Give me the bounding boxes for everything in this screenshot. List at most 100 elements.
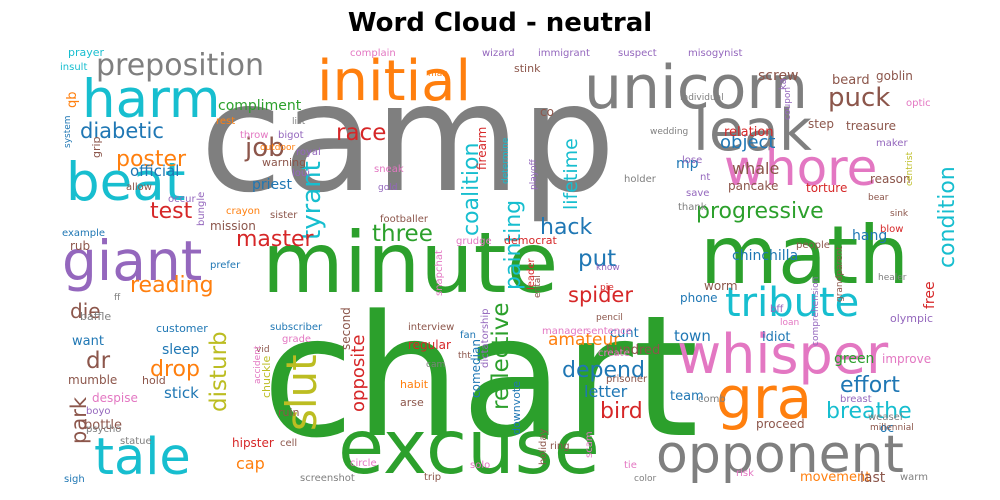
word-master: master xyxy=(236,227,315,252)
word-team: team xyxy=(670,389,704,404)
word-treasure: treasure xyxy=(846,119,896,133)
word-hipster: hipster xyxy=(232,436,274,450)
word-prefer: prefer xyxy=(210,260,241,271)
word-man: man xyxy=(428,69,448,79)
word-dictatorship: dictatorship xyxy=(480,309,491,369)
word-progressive: progressive xyxy=(696,199,824,224)
word-lifetime: lifetime xyxy=(560,138,582,210)
word-movement: movement xyxy=(800,470,870,485)
word-painting: painting xyxy=(501,200,526,290)
word-qb: qb xyxy=(65,91,80,108)
word-subscriber: subscriber xyxy=(270,322,323,333)
word-opposite: opposite xyxy=(348,335,369,412)
word-centrist: centrist xyxy=(905,151,915,186)
word-trip: trip xyxy=(424,472,441,483)
word-thank: thank xyxy=(678,202,707,213)
word-priest: priest xyxy=(252,177,292,193)
word-snapchat: snapchat xyxy=(434,250,445,296)
word-solo: solo xyxy=(470,460,490,471)
word-excuse: excuse xyxy=(338,403,600,491)
word-stink: stink xyxy=(514,62,541,75)
word-manager: manager xyxy=(542,326,588,337)
word-create: create xyxy=(598,348,630,359)
word-firearm: firearm xyxy=(475,127,489,170)
word-official: official xyxy=(130,162,179,180)
word-habit: habit xyxy=(400,378,429,391)
word-rest: rest xyxy=(216,116,235,127)
word-prayer: prayer xyxy=(68,46,105,59)
word-die: die xyxy=(70,299,101,323)
word-cell: cell xyxy=(280,438,297,449)
word-bird: bird xyxy=(600,399,643,424)
word-tie: tie xyxy=(624,460,637,471)
word-gold: gold xyxy=(378,183,397,193)
word-step: step xyxy=(808,117,834,131)
word-boyo: boyo xyxy=(86,406,111,417)
word-beard: beard xyxy=(832,73,870,88)
word-footballer: footballer xyxy=(380,214,429,225)
word-initial: initial xyxy=(317,49,471,114)
word-despise: despise xyxy=(92,391,138,405)
word-mp: mp xyxy=(676,156,699,172)
word-slut: slut xyxy=(277,354,326,431)
word-torture: torture xyxy=(806,181,847,195)
word-condition: condition xyxy=(935,166,960,268)
word-misogynist: misogynist xyxy=(688,48,742,59)
word-grade: grade xyxy=(282,334,311,345)
word-chart: chart xyxy=(262,279,699,475)
word-stick: stick xyxy=(164,384,199,402)
word-harm: harm xyxy=(82,69,221,130)
word-improve: improve xyxy=(882,352,931,366)
word-crayon: crayon xyxy=(226,206,260,217)
word-example: example xyxy=(62,228,105,239)
word-reading: reading xyxy=(130,273,214,298)
word-co: co xyxy=(540,105,554,119)
word-immigrant: immigrant xyxy=(538,48,590,59)
word-list: list xyxy=(292,117,306,127)
word-race: race xyxy=(336,120,386,146)
word-pancake: pancake xyxy=(728,179,778,193)
word-loan: loan xyxy=(780,318,799,328)
word-vid: vid xyxy=(256,345,270,355)
word-sister: sister xyxy=(270,210,298,221)
word-tyrant: tyrant xyxy=(297,161,327,240)
word-downvote: downvote xyxy=(510,381,523,435)
word-beat: beat xyxy=(66,152,186,213)
word-giant: giant xyxy=(62,229,202,293)
word-people: people xyxy=(796,240,830,251)
word-gra: gra xyxy=(716,364,812,432)
word-tribute: tribute xyxy=(725,280,859,326)
word-screw: screw xyxy=(758,68,799,84)
word-leader: leader xyxy=(526,257,537,290)
word-maker: maker xyxy=(876,138,908,149)
word-mumble: mumble xyxy=(68,373,117,387)
word-nt: nt xyxy=(700,172,710,183)
word-disturb: disturb xyxy=(206,331,232,412)
word-math: math xyxy=(700,209,909,302)
word-hack: hack xyxy=(540,215,593,240)
word-three: three xyxy=(372,221,433,247)
word-individual: individual xyxy=(680,93,724,103)
word-insult: insult xyxy=(60,62,87,73)
word-prisoner: prisoner xyxy=(606,374,648,385)
word-spider: spider xyxy=(568,283,633,307)
word-blow: blow xyxy=(880,224,903,235)
word-cam: cam xyxy=(426,360,445,370)
word-sigh: sigh xyxy=(64,474,85,485)
word-test: test xyxy=(150,199,193,224)
word-comprehension: comprehension xyxy=(811,277,821,346)
word-idiot: idiot xyxy=(762,330,791,345)
word-green: green xyxy=(834,351,874,367)
word-last: last xyxy=(860,470,886,486)
word-breathe: breathe xyxy=(826,399,912,424)
word-circle: circle xyxy=(350,458,377,469)
word-throw: throw xyxy=(240,130,268,141)
word-ff: ff xyxy=(114,293,121,303)
word-complain: complain xyxy=(350,48,396,59)
word-ruin: ruin xyxy=(278,406,300,419)
word-comedian: comedian xyxy=(469,339,483,398)
word-outdoor: outdoor xyxy=(260,143,295,153)
word-know: know xyxy=(596,263,620,273)
